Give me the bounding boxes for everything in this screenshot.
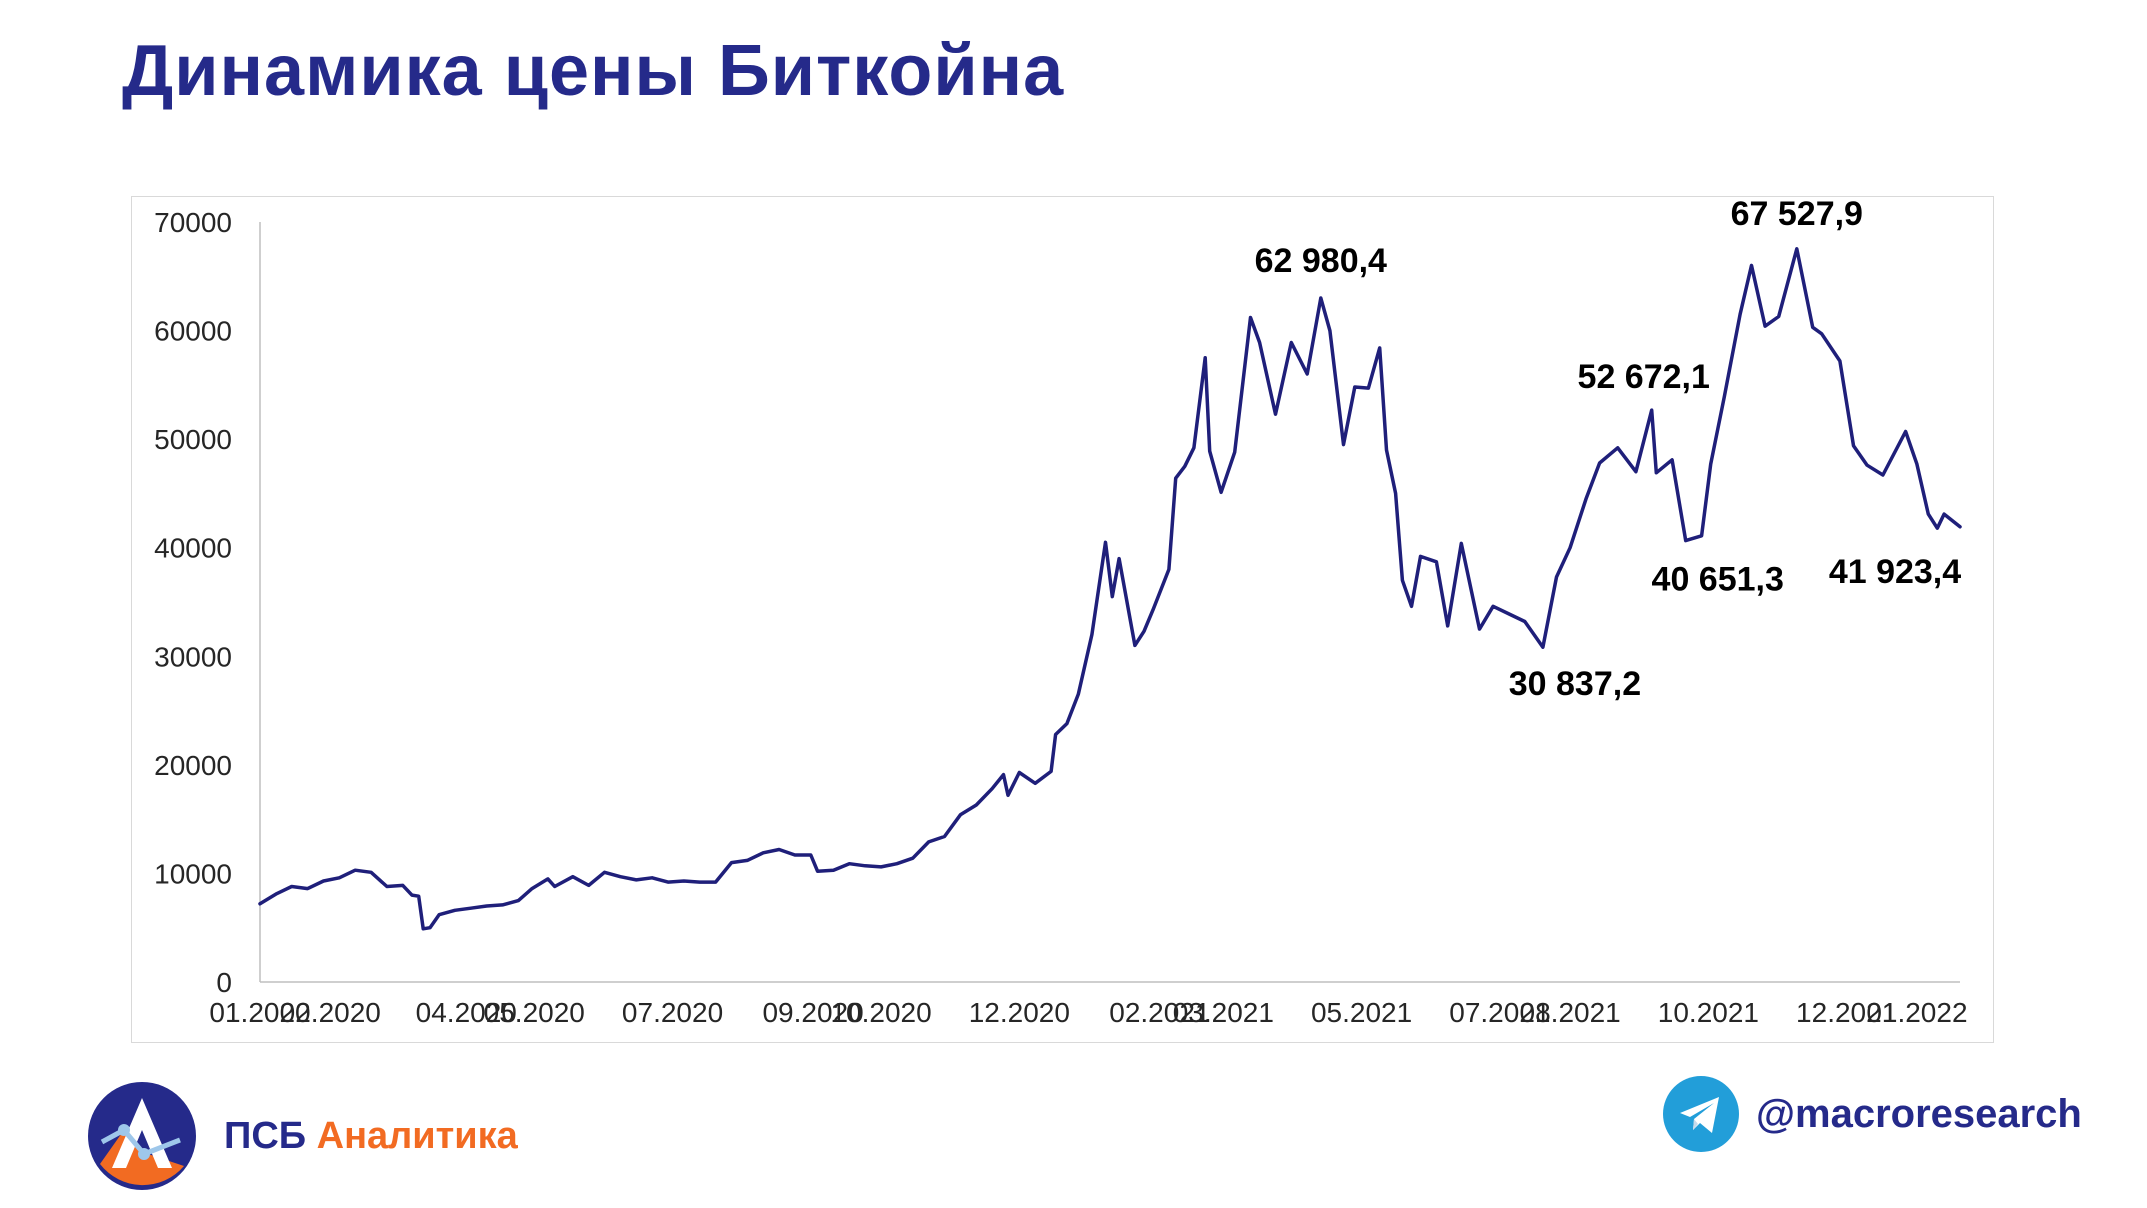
brand-name-psb: ПСБ: [224, 1114, 307, 1157]
brand-logo: ПСБ Аналитика: [86, 1080, 518, 1192]
chart-area: 0 10000 20000 30000 40000 50000 60000 70000 01.…: [131, 196, 1994, 1043]
x-tick-label: 01.2020: [209, 997, 310, 1028]
x-tick-label: 01.2022: [1866, 997, 1967, 1028]
y-tick-label: 0: [216, 967, 232, 998]
y-tick-label: 50000: [154, 424, 232, 455]
x-tick-label: 02.2020: [280, 997, 381, 1028]
x-tick-label: 05.2020: [484, 997, 585, 1028]
value-annotation: 67 527,9: [1731, 197, 1863, 233]
value-annotation: 52 672,1: [1578, 358, 1710, 396]
x-tick-label: 10.2021: [1658, 997, 1759, 1028]
x-tick-label: 04.2020: [416, 997, 517, 1028]
psb-analytics-logo-icon: [88, 1082, 196, 1190]
telegram-icon: [1663, 1076, 1739, 1152]
brand-name-analytics: Аналитика: [316, 1114, 518, 1157]
series-layer: [258, 247, 1962, 931]
value-annotation: 30 837,2: [1509, 665, 1641, 703]
x-tick-label: 08.2021: [1520, 997, 1621, 1028]
y-tick-label: 40000: [154, 533, 232, 564]
page-title: Динамика цены Биткойна: [122, 31, 1065, 111]
brand-name: ПСБ Аналитика: [224, 1115, 518, 1158]
value-annotation: 41 923,4: [1829, 553, 1961, 591]
x-tick-label: 10.2020: [830, 997, 931, 1028]
telegram-channel[interactable]: @macroresearch: [1662, 1075, 2082, 1153]
value-annotation: 40 651,3: [1652, 561, 1784, 599]
y-tick-label: 70000: [154, 207, 232, 238]
y-tick-label: 20000: [154, 750, 232, 781]
x-tick-label: 07.2021: [1449, 997, 1550, 1028]
y-tick-label: 30000: [154, 641, 232, 672]
y-tick-label: 10000: [154, 858, 232, 889]
x-tick-label: 09.2020: [762, 997, 863, 1028]
annotations-layer: 62 980,4 30 837,2 52 672,1 40 651,3 67 527,9…: [1255, 197, 1962, 703]
price-line-chart: 0 10000 20000 30000 40000 50000 60000 70000 01.…: [154, 197, 1968, 1028]
telegram-handle[interactable]: @macroresearch: [1756, 1091, 2082, 1136]
btc-price-line: [258, 247, 1962, 931]
y-tick-label: 60000: [154, 316, 232, 347]
x-tick-label: 12.2020: [969, 997, 1070, 1028]
x-tick-label: 02.2021: [1109, 997, 1210, 1028]
x-tick-label: 05.2021: [1311, 997, 1412, 1028]
x-tick-label: 03.2021: [1173, 997, 1274, 1028]
value-annotation: 62 980,4: [1255, 242, 1387, 280]
y-axis: 0 10000 20000 30000 40000 50000 60000 70000: [154, 207, 261, 998]
x-tick-label: 12.2021: [1796, 997, 1897, 1028]
x-tick-label: 07.2020: [622, 997, 723, 1028]
